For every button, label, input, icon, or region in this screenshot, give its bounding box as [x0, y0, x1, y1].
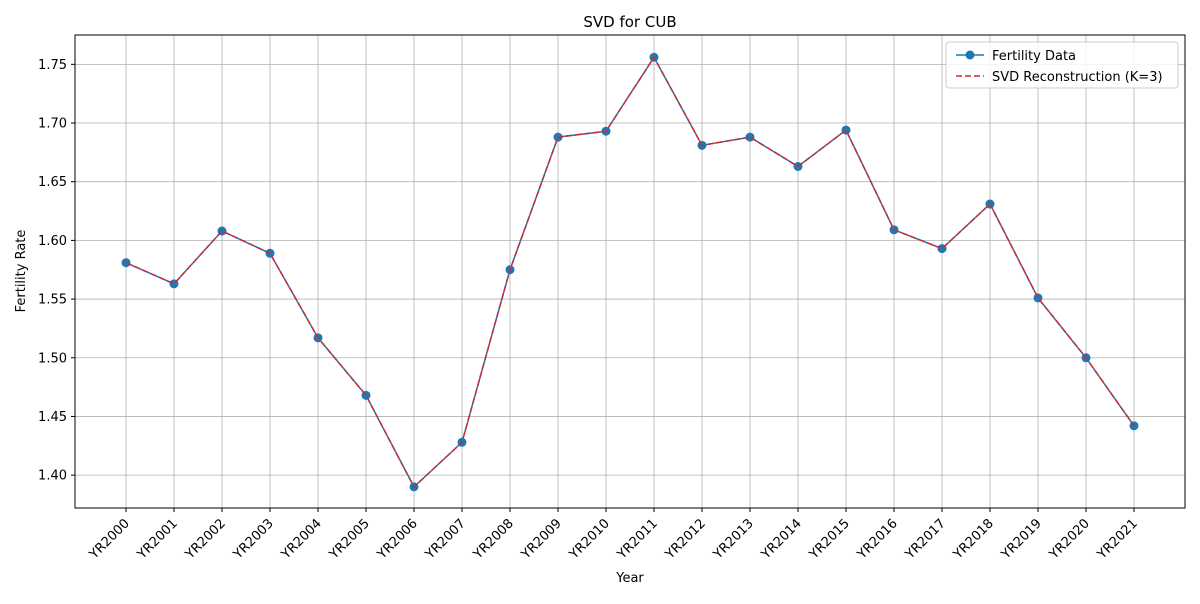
x-tick-label: YR2019	[998, 516, 1045, 563]
series-line-svd-reconstruction	[125, 55, 1135, 489]
legend: Fertility Data SVD Reconstruction (K=3)	[945, 41, 1179, 89]
x-axis-title: Year	[615, 571, 644, 586]
x-tick-label: YR2016	[854, 516, 901, 563]
x-tick-label: YR2005	[326, 516, 373, 563]
series-layer	[121, 52, 1139, 492]
x-tick-label: YR2010	[566, 516, 613, 563]
x-tick-label: YR2004	[278, 516, 325, 563]
x-tick-label: YR2014	[758, 516, 805, 563]
x-tick-label: YR2018	[950, 516, 997, 563]
y-tick-label: 1.65	[38, 175, 67, 190]
y-axis: 1.40 1.45 1.50 1.55 1.60 1.65 1.70 1.75	[38, 58, 75, 484]
y-tick-label: 1.50	[38, 351, 67, 366]
series-line-fertility-data	[125, 55, 1135, 489]
x-tick-label: YR2000	[86, 516, 133, 563]
x-tick-label: YR2017	[902, 516, 949, 563]
y-tick-label: 1.40	[38, 469, 67, 484]
x-tick-label: YR2002	[182, 516, 229, 563]
x-axis: YR2000 YR2001 YR2002 YR2003 YR2004 YR2005 YR20…	[86, 508, 1141, 563]
x-tick-label: YR2007	[422, 516, 469, 563]
x-tick-label: YR2008	[470, 516, 517, 563]
x-tick-label: YR2009	[518, 516, 565, 563]
x-tick-label: YR2013	[710, 516, 757, 563]
x-tick-label: YR2021	[1094, 516, 1141, 563]
y-tick-label: 1.45	[38, 410, 67, 425]
chart-title: SVD for CUB	[583, 13, 676, 31]
x-tick-label: YR2020	[1046, 516, 1093, 563]
legend-marker-fertility-data	[965, 50, 975, 60]
x-tick-label: YR2012	[662, 516, 709, 563]
y-axis-title: Fertility Rate	[14, 230, 29, 313]
grid	[75, 35, 1185, 508]
plot-frame	[74, 34, 1186, 509]
x-tick-label: YR2015	[806, 516, 853, 563]
y-tick-label: 1.75	[38, 58, 67, 73]
legend-box	[945, 41, 1179, 89]
y-tick-label: 1.60	[38, 234, 67, 249]
y-tick-label: 1.55	[38, 293, 67, 308]
y-tick-label: 1.70	[38, 117, 67, 132]
x-tick-label: YR2006	[374, 516, 421, 563]
legend-label-svd-reconstruction: SVD Reconstruction (K=3)	[992, 70, 1163, 85]
x-tick-label: YR2003	[230, 516, 277, 563]
x-tick-label: YR2001	[134, 516, 181, 563]
legend-label-fertility-data: Fertility Data	[992, 49, 1076, 64]
x-tick-label: YR2011	[614, 516, 661, 563]
